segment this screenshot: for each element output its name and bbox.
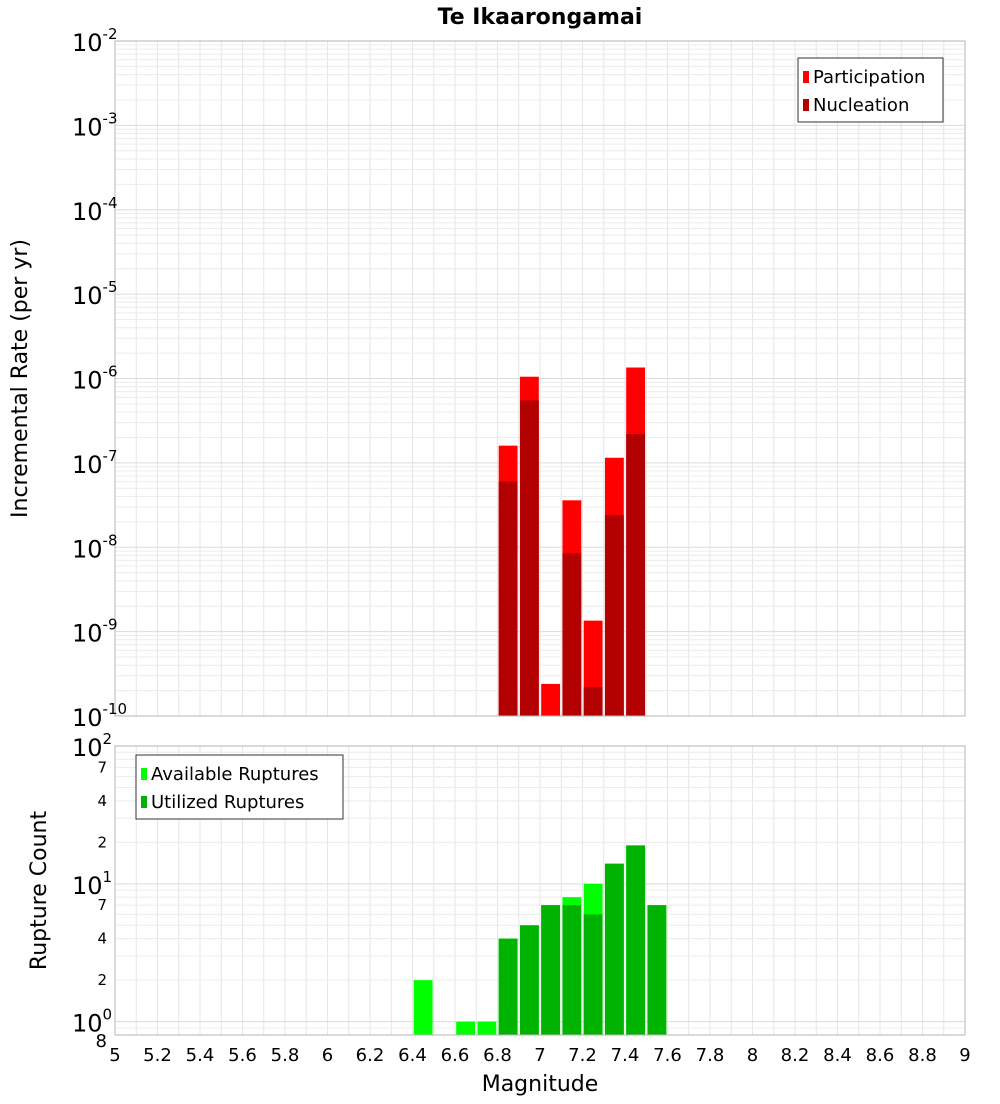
x-tick-label: 5.4 [186, 1045, 215, 1066]
bar-nucleation [519, 400, 539, 716]
bottom-bars [413, 845, 667, 1035]
y-tick-label: 10-8 [72, 531, 118, 563]
x-tick-label: 6.2 [356, 1045, 385, 1066]
chart-title: Te Ikaarongamai [438, 5, 643, 30]
bar-nucleation [498, 481, 518, 716]
bar-nucleation [583, 687, 603, 716]
y-tick-label: 10-9 [72, 616, 118, 648]
y-minor-tick-label: 4 [97, 792, 107, 810]
x-tick-label: 5 [109, 1045, 120, 1066]
x-tick-label: 8.6 [866, 1045, 895, 1066]
x-tick-label: 9 [959, 1045, 970, 1066]
bottom-y-tick-labels: 102 101 100 7 4 2 7 4 2 8 [72, 730, 112, 1052]
legend-swatch [141, 768, 147, 780]
bar-available-ruptures [477, 1021, 497, 1035]
x-axis-label: Magnitude [482, 1072, 599, 1097]
x-tick-label: 7.8 [696, 1045, 725, 1066]
legend-swatch [803, 71, 809, 83]
y-tick-label: 10-2 [72, 25, 118, 57]
legend-label: Available Ruptures [151, 764, 319, 785]
x-tick-label: 6.6 [441, 1045, 470, 1066]
bottom-plot-border [114, 745, 966, 1036]
top-grid [114, 41, 966, 717]
x-tick-label: 7.4 [611, 1045, 640, 1066]
x-tick-label: 8.2 [781, 1045, 810, 1066]
x-tick-label: 8.4 [823, 1045, 852, 1066]
legend-label: Participation [813, 67, 925, 88]
y-minor-tick-label: 2 [97, 833, 107, 851]
bar-available-ruptures [413, 980, 433, 1035]
bar-utilized-ruptures [498, 938, 518, 1035]
x-tick-label: 6 [322, 1045, 333, 1066]
y-tick-label: 10-3 [72, 109, 118, 141]
x-tick-label: 5.6 [228, 1045, 257, 1066]
top-y-tick-labels: 10-2 10-3 10-4 10-5 10-6 10-7 10-8 10-9 10-10 [72, 25, 127, 732]
legend-box [135, 754, 344, 820]
y-tick-label: 10-6 [72, 363, 118, 395]
top-legend: Participation Nucleation [797, 57, 944, 123]
top-y-axis-label: Incremental Rate (per yr) [8, 239, 33, 518]
bar-nucleation [604, 515, 624, 716]
bottom-legend: Available Ruptures Utilized Ruptures [135, 754, 344, 820]
y-minor-tick-label: 7 [97, 758, 107, 776]
bar-utilized-ruptures [647, 905, 667, 1035]
legend-swatch [803, 99, 809, 111]
x-tick-label: 7.2 [568, 1045, 597, 1066]
x-tick-label: 6.4 [398, 1045, 427, 1066]
legend-swatch [141, 796, 147, 808]
legend-label: Nucleation [813, 95, 909, 116]
y-minor-tick-label: 7 [97, 896, 107, 914]
y-minor-tick-label: 8 [96, 1031, 107, 1052]
top-plot-border [114, 40, 966, 717]
bar-utilized-ruptures [626, 845, 646, 1035]
bar-utilized-ruptures [519, 925, 539, 1035]
bar-utilized-ruptures [604, 863, 624, 1035]
x-tick-label: 6.8 [483, 1045, 512, 1066]
x-tick-label: 8.8 [908, 1045, 937, 1066]
y-tick-label: 100 [72, 1006, 112, 1038]
bottom-y-axis-label: Rupture Count [27, 811, 52, 971]
y-minor-tick-label: 2 [97, 971, 107, 989]
bar-nucleation [562, 553, 582, 716]
y-tick-label: 10-5 [72, 278, 118, 310]
legend-label: Utilized Ruptures [151, 792, 304, 813]
x-tick-label: 5.8 [271, 1045, 300, 1066]
x-tick-label: 8 [747, 1045, 758, 1066]
y-tick-label: 10-4 [72, 194, 118, 226]
legend-box [797, 57, 944, 123]
x-tick-label: 7 [534, 1045, 545, 1066]
y-tick-label: 10-7 [72, 447, 118, 479]
bar-utilized-ruptures [562, 905, 582, 1035]
bar-participation [541, 683, 561, 716]
bar-utilized-ruptures [583, 914, 603, 1035]
x-tick-labels: 5 5.2 5.4 5.6 5.8 6 6.2 6.4 6.6 6.8 7 7.2 7.4 7.6 7.8 8… [109, 1045, 970, 1066]
top-bars [498, 367, 646, 716]
bar-nucleation [626, 433, 646, 716]
bar-utilized-ruptures [541, 905, 561, 1035]
y-tick-label: 10-10 [72, 700, 127, 732]
bar-available-ruptures [456, 1021, 476, 1035]
y-tick-label: 101 [72, 868, 112, 900]
x-tick-label: 7.6 [653, 1045, 682, 1066]
x-tick-label: 5.2 [143, 1045, 172, 1066]
y-minor-tick-label: 4 [97, 930, 107, 948]
y-tick-label: 102 [72, 730, 112, 762]
